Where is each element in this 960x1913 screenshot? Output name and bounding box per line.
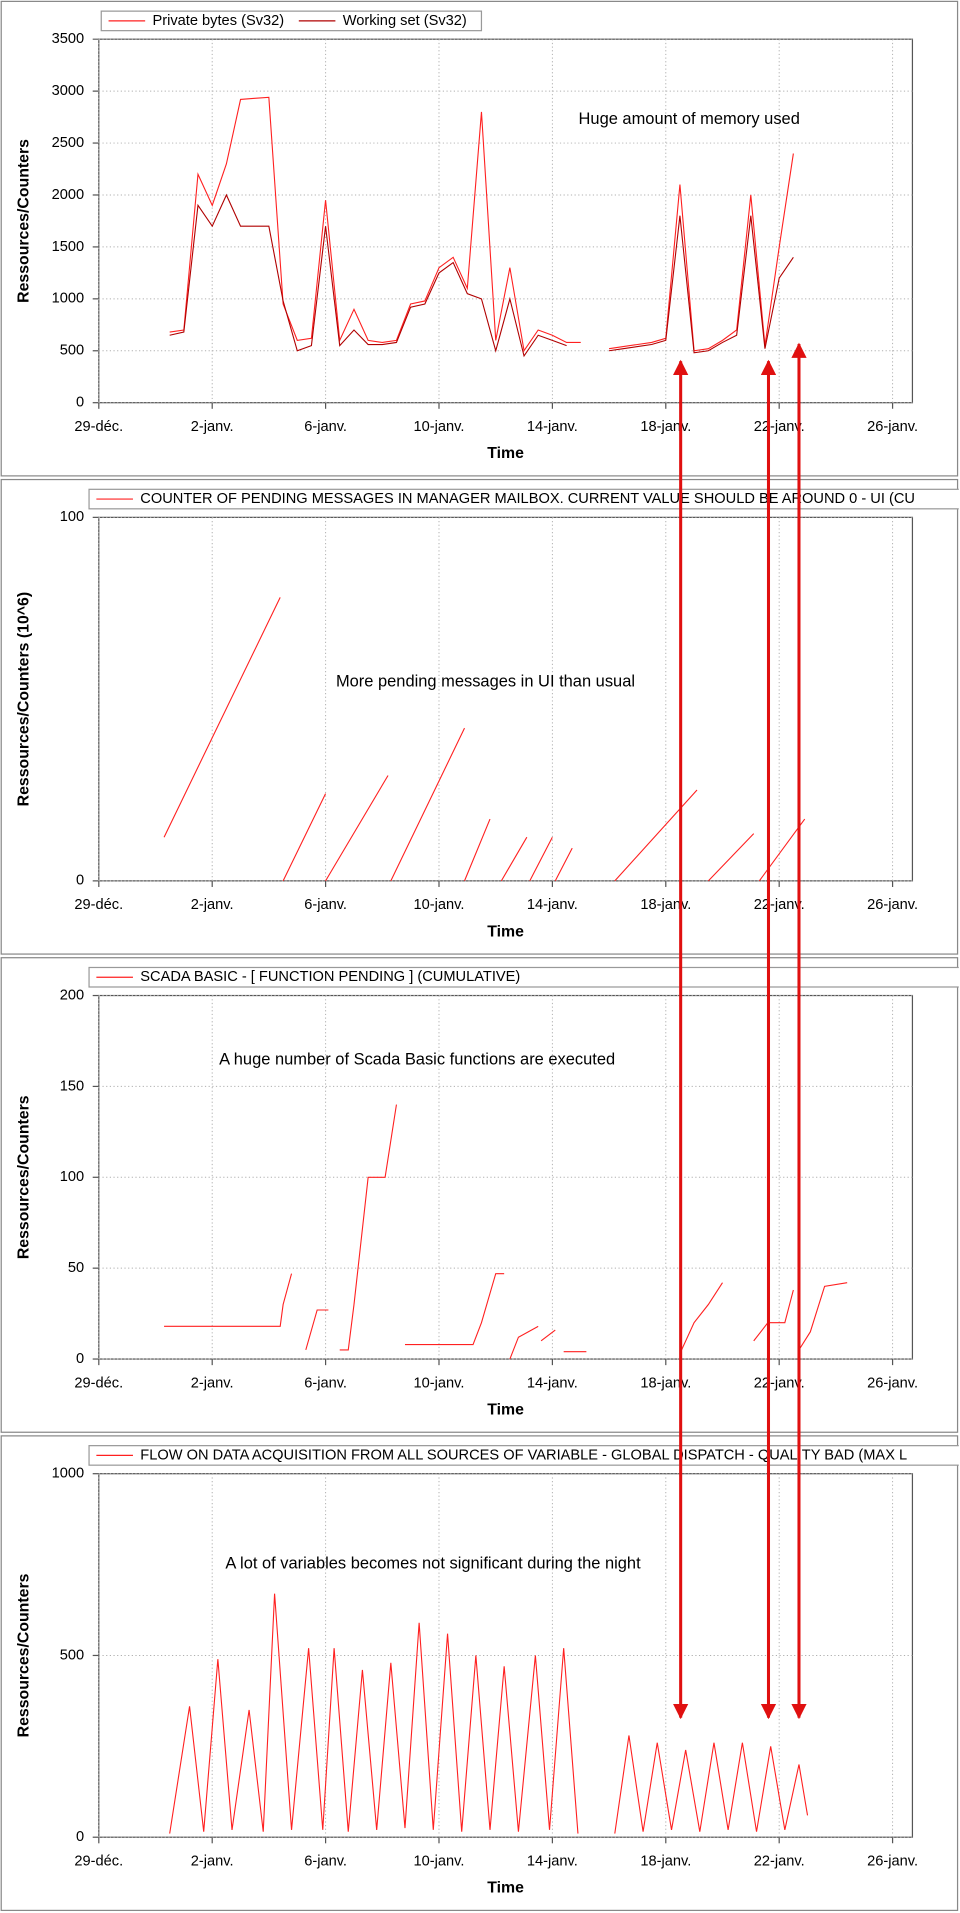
y-tick-label: 3000 bbox=[52, 83, 85, 99]
y-tick-label: 0 bbox=[76, 1351, 84, 1367]
panel bbox=[0, 1435, 959, 1912]
x-tick-label: 6-janv. bbox=[304, 419, 347, 435]
y-axis-label: Ressources/Counters bbox=[16, 1573, 33, 1737]
x-tick-label: 29-déc. bbox=[74, 1853, 123, 1869]
y-tick-label: 500 bbox=[60, 343, 84, 359]
legend bbox=[88, 488, 959, 510]
x-tick-label: 22-janv. bbox=[754, 1375, 805, 1391]
plot-area bbox=[98, 38, 914, 404]
x-tick-label: 18-janv. bbox=[640, 897, 691, 913]
legend-label: SCADA BASIC - [ FUNCTION PENDING ] (CUMU… bbox=[140, 969, 520, 985]
panel bbox=[0, 478, 959, 955]
panel bbox=[0, 0, 959, 477]
x-tick-label: 18-janv. bbox=[640, 1853, 691, 1869]
x-axis-label: Time bbox=[487, 445, 524, 462]
x-tick-label: 26-janv. bbox=[867, 897, 918, 913]
legend-label: COUNTER OF PENDING MESSAGES IN MANAGER M… bbox=[140, 491, 915, 507]
series-line bbox=[163, 597, 806, 882]
y-tick-label: 500 bbox=[60, 1647, 84, 1663]
x-tick-label: 2-janv. bbox=[191, 419, 234, 435]
annotation: More pending messages in UI than usual bbox=[336, 672, 635, 690]
x-tick-label: 2-janv. bbox=[191, 1853, 234, 1869]
annotation: Huge amount of memory used bbox=[579, 110, 800, 128]
series-line bbox=[169, 1593, 809, 1834]
x-tick-label: 10-janv. bbox=[414, 419, 465, 435]
panel bbox=[0, 957, 959, 1433]
x-axis-label: Time bbox=[487, 1880, 524, 1897]
y-tick-label: 100 bbox=[60, 1169, 84, 1185]
x-tick-label: 26-janv. bbox=[867, 1853, 918, 1869]
series-line bbox=[169, 96, 794, 353]
series-line bbox=[164, 1104, 848, 1360]
series-line bbox=[169, 193, 794, 358]
x-tick-label: 29-déc. bbox=[74, 1375, 123, 1391]
x-tick-label: 18-janv. bbox=[640, 419, 691, 435]
y-tick-label: 0 bbox=[76, 395, 84, 411]
y-tick-label: 2500 bbox=[52, 135, 85, 151]
y-tick-label: 1500 bbox=[52, 239, 85, 255]
x-tick-label: 26-janv. bbox=[867, 1375, 918, 1391]
x-tick-label: 22-janv. bbox=[754, 1853, 805, 1869]
x-tick-label: 14-janv. bbox=[527, 897, 578, 913]
y-tick-label: 3500 bbox=[52, 31, 85, 47]
x-tick-label: 26-janv. bbox=[867, 419, 918, 435]
arrows bbox=[673, 342, 807, 1720]
x-tick-label: 10-janv. bbox=[414, 1375, 465, 1391]
x-tick-label: 14-janv. bbox=[527, 1375, 578, 1391]
legend-label: FLOW ON DATA ACQUISITION FROM ALL SOURCE… bbox=[140, 1447, 907, 1463]
x-tick-label: 22-janv. bbox=[754, 419, 805, 435]
x-tick-label: 10-janv. bbox=[414, 897, 465, 913]
x-tick-label: 6-janv. bbox=[304, 1853, 347, 1869]
y-tick-label: 2000 bbox=[52, 187, 85, 203]
y-tick-label: 150 bbox=[60, 1078, 84, 1094]
x-axis-label: Time bbox=[487, 923, 524, 940]
annotation: A lot of variables becomes not significa… bbox=[225, 1554, 641, 1572]
y-axis-label: Ressources/Counters bbox=[16, 1095, 33, 1259]
x-tick-label: 29-déc. bbox=[74, 419, 123, 435]
x-tick-label: 22-janv. bbox=[754, 897, 805, 913]
x-axis-label: Time bbox=[487, 1401, 524, 1418]
y-tick-label: 50 bbox=[68, 1260, 84, 1276]
x-tick-label: 6-janv. bbox=[304, 897, 347, 913]
x-tick-label: 18-janv. bbox=[640, 1375, 691, 1391]
y-tick-label: 0 bbox=[76, 1829, 84, 1845]
annotation: A huge number of Scada Basic functions a… bbox=[219, 1051, 615, 1069]
x-tick-label: 29-déc. bbox=[74, 897, 123, 913]
y-tick-label: 0 bbox=[76, 873, 84, 889]
x-tick-label: 14-janv. bbox=[527, 1853, 578, 1869]
x-tick-label: 2-janv. bbox=[191, 1375, 234, 1391]
y-tick-label: 1000 bbox=[52, 1466, 85, 1482]
x-tick-label: 6-janv. bbox=[304, 1375, 347, 1391]
plot-area bbox=[98, 516, 914, 882]
y-tick-label: 100 bbox=[60, 509, 84, 525]
legend bbox=[88, 1445, 959, 1466]
y-tick-label: 1000 bbox=[52, 291, 85, 307]
legend-label: Private bytes (Sv32) bbox=[152, 13, 284, 29]
y-axis-label: Ressources/Counters bbox=[16, 139, 33, 303]
legend-label: Working set (Sv32) bbox=[343, 13, 467, 29]
y-axis-label: Ressources/Counters (10^6) bbox=[16, 592, 33, 806]
y-tick-label: 200 bbox=[60, 987, 84, 1003]
x-tick-label: 14-janv. bbox=[527, 419, 578, 435]
legend bbox=[88, 966, 959, 988]
x-tick-label: 10-janv. bbox=[414, 1853, 465, 1869]
legend bbox=[100, 10, 483, 32]
x-tick-label: 2-janv. bbox=[191, 897, 234, 913]
